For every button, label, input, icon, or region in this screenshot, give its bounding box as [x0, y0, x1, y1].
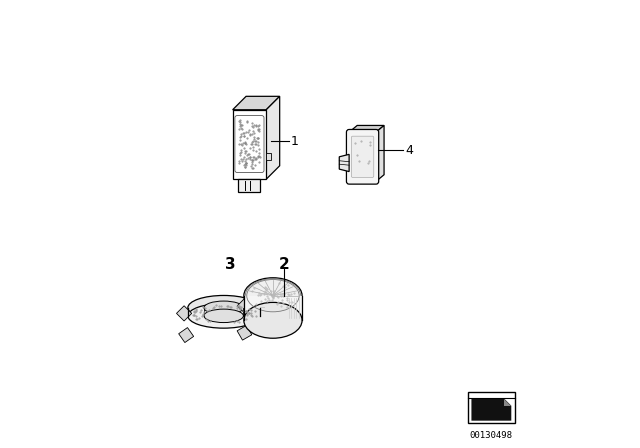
Text: 00130498: 00130498	[470, 431, 513, 440]
Polygon shape	[266, 153, 271, 160]
Ellipse shape	[204, 301, 243, 314]
Text: 4: 4	[405, 143, 413, 157]
FancyBboxPatch shape	[346, 129, 379, 184]
Bar	[179, 327, 194, 343]
Text: ---: ---	[260, 306, 266, 310]
Text: 2: 2	[279, 257, 289, 272]
Polygon shape	[504, 399, 511, 406]
Ellipse shape	[188, 296, 260, 320]
Ellipse shape	[244, 302, 302, 338]
Polygon shape	[237, 179, 260, 192]
FancyBboxPatch shape	[235, 116, 264, 172]
Bar	[177, 306, 192, 321]
Polygon shape	[349, 125, 384, 132]
Polygon shape	[472, 399, 511, 421]
Text: 3: 3	[225, 257, 236, 272]
Bar	[468, 392, 515, 423]
Ellipse shape	[244, 278, 302, 314]
Polygon shape	[376, 125, 384, 181]
Polygon shape	[339, 154, 349, 172]
Bar	[237, 325, 252, 340]
Ellipse shape	[204, 309, 243, 323]
Bar	[233, 110, 266, 179]
Text: 1: 1	[291, 134, 299, 148]
Polygon shape	[266, 96, 280, 179]
FancyBboxPatch shape	[351, 136, 374, 177]
Ellipse shape	[188, 304, 260, 328]
Bar	[237, 298, 253, 313]
Polygon shape	[244, 296, 302, 320]
Polygon shape	[233, 96, 280, 110]
